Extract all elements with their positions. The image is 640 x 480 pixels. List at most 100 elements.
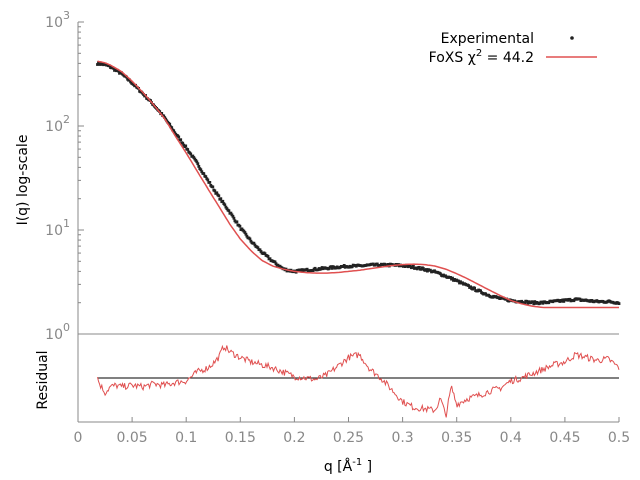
experimental-point xyxy=(191,154,195,158)
experimental-point xyxy=(547,301,551,305)
experimental-point xyxy=(532,302,536,306)
experimental-point xyxy=(231,214,235,218)
experimental-point xyxy=(177,135,181,139)
x-axis: 0 0.05 0.1 0.15 0.2 0.25 0.3 0.35 0.4 0.45 0.5 xyxy=(74,417,630,446)
experimental-point xyxy=(224,205,228,209)
experimental-point xyxy=(578,297,582,301)
experimental-point xyxy=(268,257,272,261)
x-tick-label: 0.2 xyxy=(283,430,305,446)
residual-plot-panel xyxy=(97,344,620,418)
experimental-point xyxy=(162,114,166,118)
legend-fit-label: FoXS χ2 = 44.2 xyxy=(429,48,534,66)
experimental-point xyxy=(243,231,247,234)
x-tick-label: 0.3 xyxy=(391,430,413,446)
experimental-point xyxy=(208,181,212,184)
y-tick-base: 10 xyxy=(45,119,63,135)
residual-axis-label: Residual xyxy=(35,350,51,409)
experimental-point xyxy=(329,265,333,268)
x-tick-label: 0.35 xyxy=(441,430,472,446)
experimental-point xyxy=(562,300,566,303)
experimental-point xyxy=(305,267,309,271)
x-tick-label: 0.15 xyxy=(225,430,256,446)
experimental-point xyxy=(128,78,131,82)
y-tick-base: 10 xyxy=(45,327,63,343)
experimental-point xyxy=(459,280,462,284)
x-axis-label-end: ] xyxy=(362,459,372,475)
experimental-point xyxy=(232,216,236,220)
experimental-point xyxy=(256,246,260,250)
experimental-point xyxy=(541,301,545,305)
experimental-point xyxy=(533,300,537,303)
experimental-point xyxy=(199,168,203,172)
y-tick-label: 102 xyxy=(45,113,70,135)
experimental-point xyxy=(471,287,474,291)
experimental-point xyxy=(117,69,120,73)
legend-experimental-label: Experimental xyxy=(441,31,534,47)
experimental-point xyxy=(112,66,115,70)
experimental-point xyxy=(182,143,186,147)
experimental-point xyxy=(350,265,354,269)
experimental-point xyxy=(266,255,270,258)
experimental-series xyxy=(96,61,621,306)
y-axis-label: I(q) log-scale xyxy=(15,135,31,226)
x-tick-label: 0.1 xyxy=(175,430,197,446)
x-tick-label: 0.25 xyxy=(333,430,364,446)
experimental-point xyxy=(192,156,196,159)
experimental-point xyxy=(449,276,452,279)
experimental-point xyxy=(276,263,280,267)
experimental-point xyxy=(258,248,262,252)
y-tick-label: 100 xyxy=(45,321,70,343)
fit-curve xyxy=(97,60,619,309)
experimental-point xyxy=(342,264,346,267)
experimental-point xyxy=(249,239,253,243)
experimental-point xyxy=(202,172,206,175)
experimental-point xyxy=(313,266,317,270)
experimental-point xyxy=(473,286,476,290)
experimental-point xyxy=(273,260,277,264)
x-axis-label-main: q [Å xyxy=(324,458,353,475)
experimental-point xyxy=(97,61,100,64)
experimental-point xyxy=(189,152,193,156)
y-tick-exp: 2 xyxy=(63,113,70,126)
experimental-point xyxy=(561,298,565,302)
experimental-point xyxy=(404,265,407,268)
experimental-point xyxy=(300,268,304,271)
experimental-point xyxy=(467,284,470,287)
experimental-point xyxy=(274,262,278,266)
residual-curve xyxy=(97,344,620,418)
experimental-point xyxy=(213,189,217,193)
experimental-point xyxy=(173,131,177,135)
y-tick-exp: 1 xyxy=(63,217,70,230)
experimental-point xyxy=(412,264,415,268)
y-tick-exp: 3 xyxy=(63,9,70,22)
experimental-point xyxy=(568,297,572,301)
x-tick-label: 0.5 xyxy=(608,430,630,446)
x-axis-label-sup: -1 xyxy=(352,457,362,468)
legend-fit-sup: 2 xyxy=(476,48,482,59)
experimental-point xyxy=(170,126,174,129)
experimental-point xyxy=(531,300,535,304)
experimental-point xyxy=(457,279,460,283)
experimental-point xyxy=(206,178,210,182)
y-tick-label: 103 xyxy=(45,9,70,31)
experimental-point xyxy=(263,252,267,256)
experimental-point xyxy=(451,276,454,280)
experimental-point xyxy=(238,224,242,228)
experimental-point xyxy=(526,301,530,305)
experimental-point xyxy=(229,211,233,215)
experimental-point xyxy=(386,263,390,266)
experimental-point xyxy=(418,266,421,269)
experimental-point xyxy=(181,141,185,145)
experimental-point xyxy=(253,243,257,247)
legend-fit-prefix: FoXS χ xyxy=(429,50,476,66)
y-tick-exp: 0 xyxy=(63,321,70,334)
y-tick-label: 101 xyxy=(45,217,70,239)
experimental-point xyxy=(160,112,164,115)
x-axis-label: q [Å-1 ] xyxy=(324,457,372,475)
experimental-point xyxy=(172,129,176,133)
experimental-point xyxy=(330,267,334,270)
experimental-point xyxy=(215,191,219,195)
experimental-point xyxy=(311,269,315,272)
